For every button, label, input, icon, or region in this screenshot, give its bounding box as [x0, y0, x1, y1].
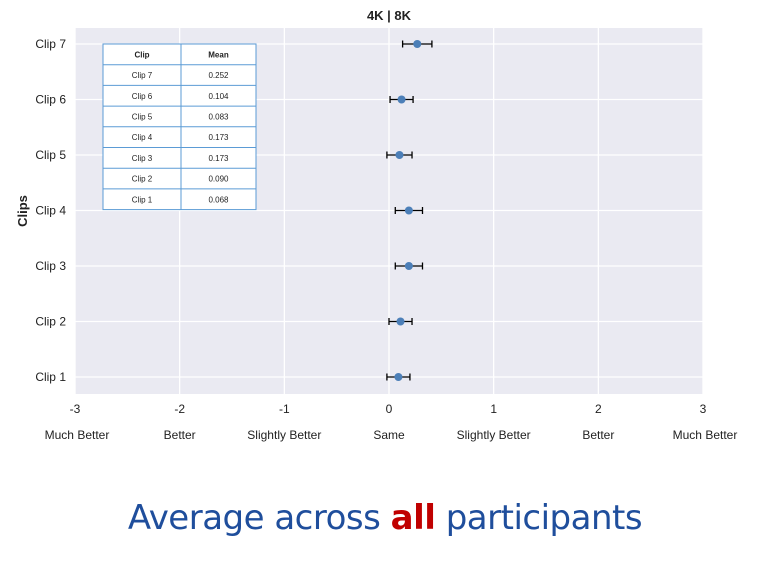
x-category-label: Better	[164, 428, 196, 442]
x-tick-label: 1	[490, 402, 497, 416]
caption-after: participants	[435, 498, 643, 538]
y-tick-label: Clip 4	[35, 204, 66, 218]
data-point-group	[394, 206, 424, 215]
data-point	[404, 262, 413, 270]
data-point-group	[386, 151, 413, 159]
data-point-group	[389, 95, 414, 104]
table-cell-mean: 0.173	[208, 154, 229, 163]
y-tick-label: Clip 7	[35, 37, 66, 51]
x-tick-label: 2	[595, 402, 602, 416]
data-point	[395, 151, 404, 159]
y-tick-label: Clip 6	[35, 93, 66, 107]
x-category-label: Slightly Better	[457, 428, 531, 442]
table-cell-mean: 0.090	[208, 175, 229, 184]
table-header-cell: Clip	[134, 50, 149, 59]
y-tick-label: Clip 2	[35, 315, 66, 329]
x-tick-label: 3	[700, 402, 707, 416]
y-tick-labels: Clip 1 Clip 2 Clip 3 Clip 4 Clip 5 Clip 6 Clip…	[35, 37, 66, 384]
data-point-group	[388, 317, 413, 326]
chart-title: 4K | 8K	[367, 8, 412, 23]
x-tick-labels: -3 -2 -1 0 1 2 3	[70, 402, 707, 416]
x-category-label: Slightly Better	[247, 428, 321, 442]
x-tick-label: 0	[386, 402, 393, 416]
table-cell-clip: Clip 2	[132, 175, 153, 184]
data-point-group	[401, 40, 433, 48]
x-category-label: Much Better	[673, 428, 738, 442]
table-cell-clip: Clip 1	[132, 195, 153, 204]
x-category-label: Much Better	[45, 428, 110, 442]
x-tick-label: -2	[174, 402, 185, 416]
data-point-group	[386, 373, 411, 381]
table-cell-mean: 0.104	[208, 92, 229, 101]
data-point	[413, 40, 422, 48]
x-category-labels: Much Better Better Slightly Better Same Slig…	[45, 428, 738, 442]
y-tick-label: Clip 1	[35, 370, 66, 384]
y-axis-label: Clips	[15, 195, 30, 227]
table-cell-clip: Clip 6	[132, 92, 153, 101]
table-header-cell: Mean	[208, 50, 229, 59]
table-cell-mean: 0.252	[208, 71, 229, 80]
table-cell-clip: Clip 5	[132, 112, 153, 121]
x-category-label: Better	[582, 428, 614, 442]
x-tick-label: -3	[70, 402, 81, 416]
table-cell-mean: 0.173	[208, 133, 229, 142]
data-points	[386, 40, 433, 381]
x-category-label: Same	[373, 428, 405, 442]
slide-caption: Average across all participants	[0, 498, 770, 538]
table-cell-mean: 0.083	[208, 112, 229, 121]
data-point	[404, 206, 413, 215]
caption-before: Average across	[127, 498, 391, 538]
grid-lines	[74, 28, 704, 394]
caption-highlight: all	[390, 498, 436, 538]
x-tick-label: -1	[279, 402, 290, 416]
mean-table: Clip Mean Clip 7 0.252 Clip 6 0.104 Clip 5 0.08…	[102, 43, 257, 211]
y-tick-label: Clip 3	[35, 259, 66, 273]
table-cell-mean: 0.068	[208, 195, 229, 204]
table-cell-clip: Clip 7	[132, 71, 153, 80]
table-cell-clip: Clip 4	[132, 133, 153, 142]
data-point-group	[394, 262, 424, 270]
data-point	[397, 95, 406, 104]
table-cell-clip: Clip 3	[132, 154, 153, 163]
data-point	[394, 373, 403, 381]
y-tick-label: Clip 5	[35, 148, 66, 162]
data-point	[396, 317, 405, 326]
